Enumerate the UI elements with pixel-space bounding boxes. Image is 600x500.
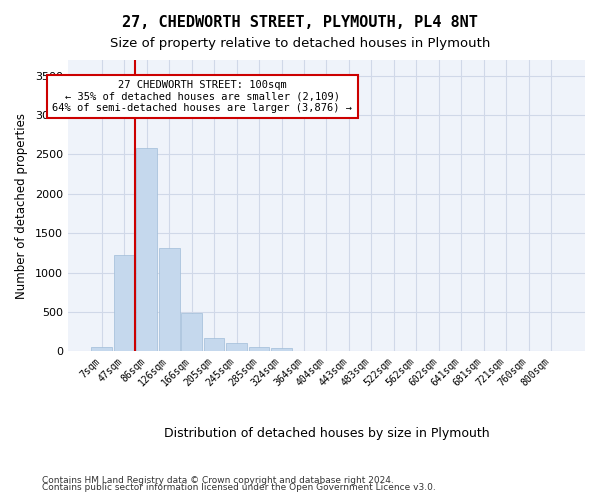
Bar xyxy=(271,348,292,352)
Bar xyxy=(136,148,157,352)
Y-axis label: Number of detached properties: Number of detached properties xyxy=(15,112,28,298)
Bar xyxy=(226,344,247,351)
Bar xyxy=(114,255,134,352)
Bar xyxy=(91,348,112,352)
Text: Contains HM Land Registry data © Crown copyright and database right 2024.: Contains HM Land Registry data © Crown c… xyxy=(42,476,394,485)
Text: Contains public sector information licensed under the Open Government Licence v3: Contains public sector information licen… xyxy=(42,484,436,492)
X-axis label: Distribution of detached houses by size in Plymouth: Distribution of detached houses by size … xyxy=(164,427,489,440)
Text: Size of property relative to detached houses in Plymouth: Size of property relative to detached ho… xyxy=(110,38,490,51)
Bar xyxy=(181,314,202,352)
Bar xyxy=(204,338,224,351)
Bar xyxy=(159,248,179,352)
Bar xyxy=(249,348,269,352)
Text: 27 CHEDWORTH STREET: 100sqm
← 35% of detached houses are smaller (2,109)
64% of : 27 CHEDWORTH STREET: 100sqm ← 35% of det… xyxy=(52,80,352,113)
Text: 27, CHEDWORTH STREET, PLYMOUTH, PL4 8NT: 27, CHEDWORTH STREET, PLYMOUTH, PL4 8NT xyxy=(122,15,478,30)
